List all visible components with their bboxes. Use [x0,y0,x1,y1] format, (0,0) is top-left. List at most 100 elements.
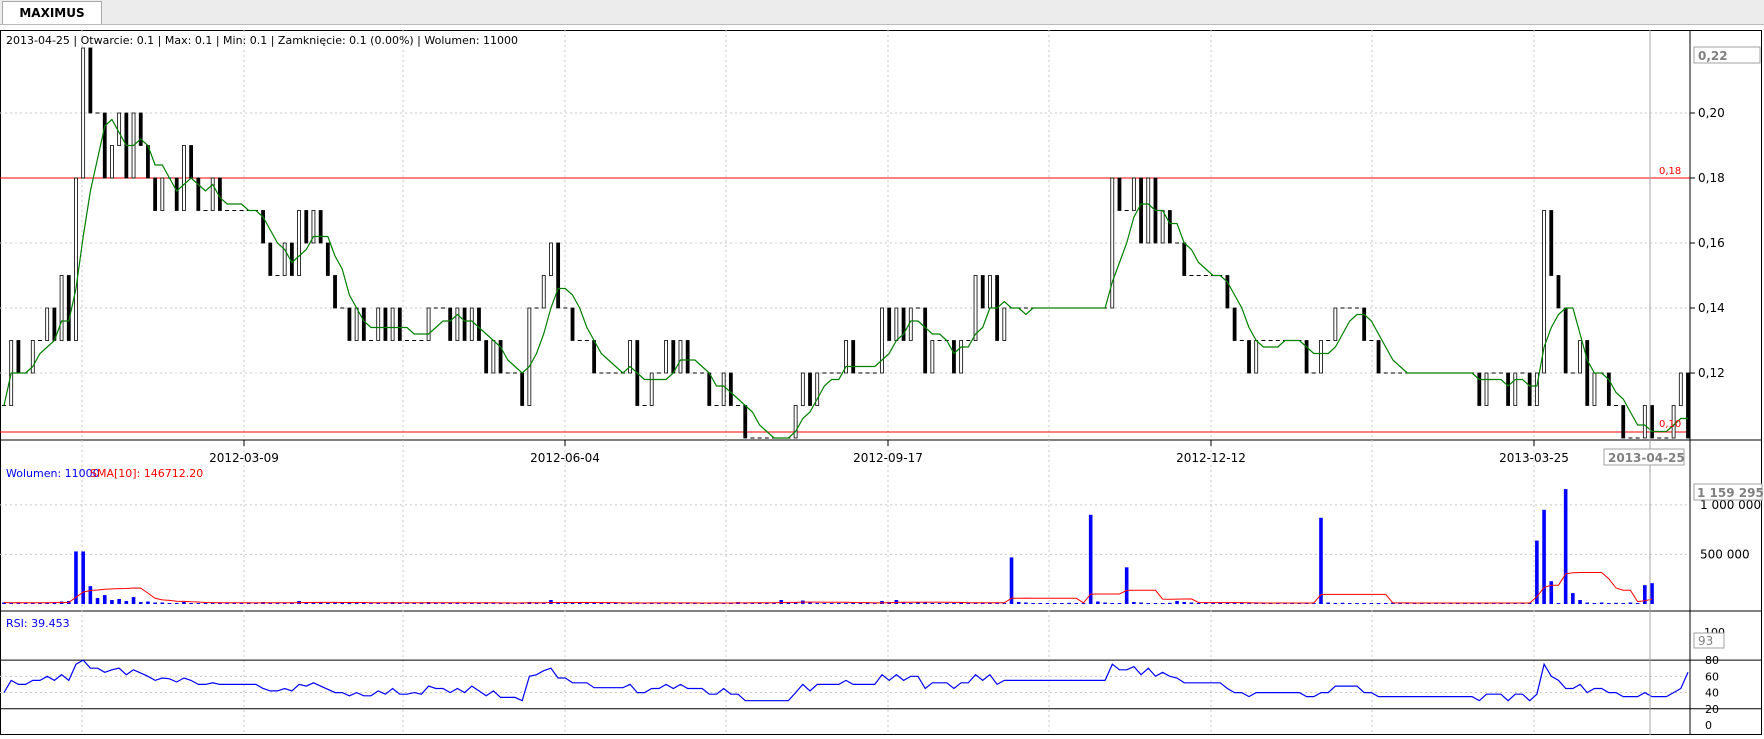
candle [52,307,57,341]
volume-bar [1376,603,1381,605]
volume-bar [1326,602,1330,604]
volume-bar [505,602,510,604]
candle [1225,275,1230,309]
price-sma-path [3,118,1688,439]
volume-bar [1643,585,1647,604]
candles [2,47,1690,439]
candle [182,145,186,211]
volume-bar [182,602,186,604]
candle [1549,210,1554,276]
candle [390,307,395,341]
volume-sma-path [3,572,1653,604]
volume-bar [678,603,683,605]
volume-bar [1225,603,1230,605]
volume-bar [1448,603,1453,605]
volume-bar [16,602,21,604]
volume-bar [973,603,978,605]
candle [1167,210,1172,244]
candle [16,340,21,374]
volume-bar [347,602,352,604]
tab-maximus[interactable]: MAXIMUS [2,1,102,24]
volume-bar [1628,602,1633,604]
volume-bar [1031,603,1035,605]
candle [894,307,899,341]
volume-bar [1261,603,1266,605]
candle [383,307,388,341]
volume-bar [1614,602,1618,604]
candle [88,47,93,114]
candle [210,177,215,211]
candle [980,275,985,309]
volume-bar [1297,603,1302,605]
volume-bar [1060,603,1064,605]
volume-bar [556,603,560,605]
volume-bar [1563,489,1568,604]
candle [1606,372,1611,406]
volume-bar [1254,603,1259,605]
volume-bar [239,602,244,604]
volume-bar [1002,603,1007,605]
volume-bar [1340,602,1345,604]
volume-bar [1419,603,1424,605]
volume-bar [707,603,712,605]
candle [153,177,158,211]
volume-bar [721,603,726,605]
volume-bar [1362,603,1366,605]
candle [1642,405,1647,439]
candle [1686,372,1690,439]
volume-bar [318,602,323,604]
volume-bar [448,603,452,605]
volume-bar [1096,601,1100,604]
candle [1117,177,1122,211]
volume-bar [88,586,93,604]
candle [1232,307,1237,341]
candle [318,210,323,244]
date-tick-label: 2012-09-17 [853,451,923,465]
candle [397,307,402,341]
volume-bar [369,603,373,605]
volume-bar [765,602,769,604]
candle [282,242,287,276]
candle [268,242,273,276]
volume-bar [189,603,193,605]
volume-bar [937,603,942,605]
volume-bar [1009,557,1014,604]
volume-bar [290,602,294,604]
candle [1585,340,1590,406]
volume-bar [383,602,388,604]
volume-bar [700,603,704,605]
tab-bar: MAXIMUS [0,0,1764,25]
volume-bar [815,603,820,605]
volume-bar [534,603,539,605]
volume-bar [513,603,517,605]
volume-bar [160,602,165,604]
volume-bar [1103,602,1107,604]
volume-bar [793,602,798,604]
volume-bar [592,603,596,605]
volume-bar [865,603,870,605]
volume-bar [1434,603,1438,605]
volume-bar [1650,583,1654,604]
volume-bar [1218,603,1223,605]
candle [196,177,201,211]
volume-bar [1398,603,1402,605]
volume-bar [210,603,215,605]
volume-bar [246,603,251,605]
volume-bar [398,603,402,605]
volume-bar [1520,603,1525,605]
candle [628,340,633,374]
volume-bar [38,602,42,604]
volume-bar [966,602,971,604]
candle [1650,405,1654,439]
volume-bar [455,603,460,605]
candle [81,47,86,179]
volume-bar [282,603,287,605]
volume-bar [362,603,366,605]
volume-bar [23,603,28,605]
volume-bar [1088,514,1093,604]
volume-bar [693,603,697,605]
volume-bar [858,603,863,605]
volume-current-label: 1 159 295 [1697,486,1764,500]
candle [110,145,114,179]
